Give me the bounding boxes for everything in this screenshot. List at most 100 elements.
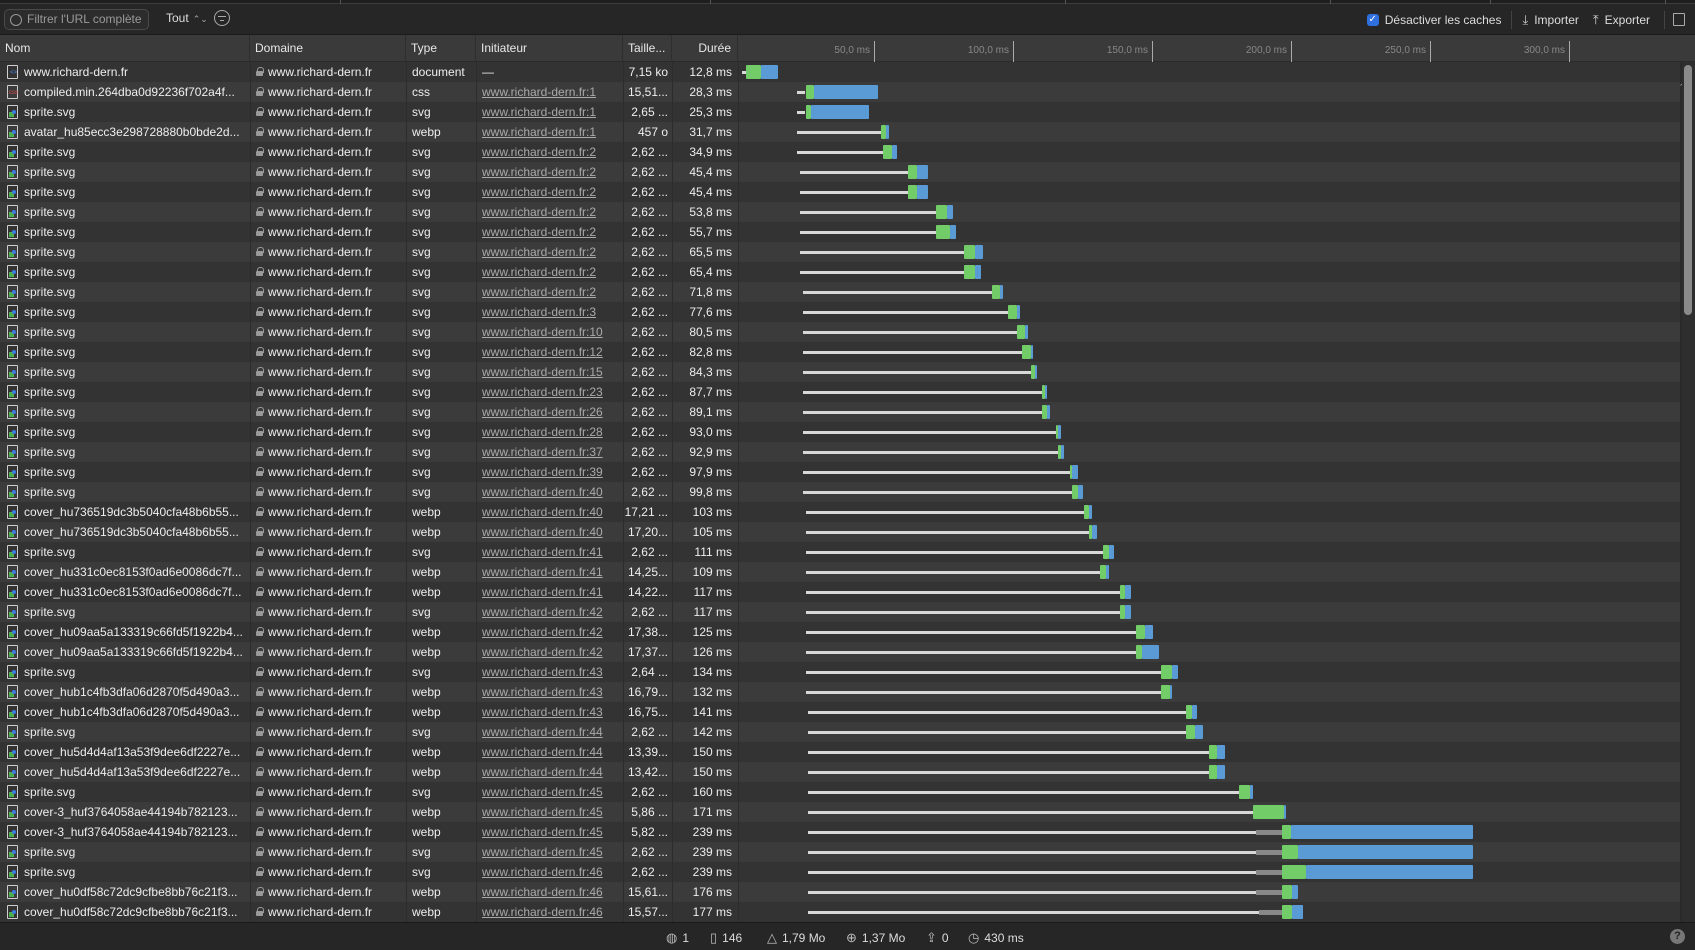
table-row[interactable]: sprite.svg www.richard-dern.fr svg www.rich…: [0, 442, 1680, 462]
request-initiator-link[interactable]: www.richard-dern.fr:2: [482, 185, 597, 199]
table-row[interactable]: sprite.svg www.richard-dern.fr svg www.rich…: [0, 302, 1680, 322]
request-initiator-link[interactable]: www.richard-dern.fr:15: [482, 365, 603, 379]
request-initiator-link[interactable]: www.richard-dern.fr:40: [482, 525, 603, 539]
request-initiator-link[interactable]: www.richard-dern.fr:2: [482, 245, 597, 259]
import-button[interactable]: ⤓ Importer: [1522, 12, 1578, 28]
table-row[interactable]: sprite.svg www.richard-dern.fr svg www.rich…: [0, 202, 1680, 222]
request-initiator-link[interactable]: www.richard-dern.fr:45: [482, 825, 603, 839]
request-initiator-link[interactable]: www.richard-dern.fr:2: [482, 205, 597, 219]
request-initiator-link[interactable]: www.richard-dern.fr:10: [482, 325, 603, 339]
table-row[interactable]: cover_hu331c0ec8153f0ad6e0086dc7f... www.…: [0, 582, 1680, 602]
table-row[interactable]: sprite.svg www.richard-dern.fr svg www.rich…: [0, 722, 1680, 742]
table-row[interactable]: cover_hu331c0ec8153f0ad6e0086dc7f... www.…: [0, 562, 1680, 582]
table-row[interactable]: cover_hu5d4d4af13a53f9dee6df2227e... www.…: [0, 742, 1680, 762]
request-initiator-link[interactable]: www.richard-dern.fr:41: [482, 545, 603, 559]
table-row[interactable]: cover_hu09aa5a133319c66fd5f1922b4... www.…: [0, 642, 1680, 662]
table-row[interactable]: sprite.svg www.richard-dern.fr svg www.rich…: [0, 222, 1680, 242]
request-initiator-link[interactable]: www.richard-dern.fr:26: [482, 405, 603, 419]
table-row[interactable]: cover-3_huf3764058ae44194b782123... www.r…: [0, 822, 1680, 842]
request-initiator-link[interactable]: www.richard-dern.fr:46: [482, 885, 603, 899]
request-initiator-link[interactable]: www.richard-dern.fr:2: [482, 285, 597, 299]
request-initiator-link[interactable]: www.richard-dern.fr:2: [482, 265, 597, 279]
scrollbar-thumb[interactable]: [1684, 65, 1692, 315]
request-initiator-link[interactable]: www.richard-dern.fr:1: [482, 85, 597, 99]
table-row[interactable]: sprite.svg www.richard-dern.fr svg www.rich…: [0, 602, 1680, 622]
clear-log-icon[interactable]: [1673, 13, 1685, 26]
request-initiator-link[interactable]: www.richard-dern.fr:46: [482, 905, 603, 919]
request-initiator-link[interactable]: www.richard-dern.fr:40: [482, 505, 603, 519]
table-row[interactable]: sprite.svg www.richard-dern.fr svg www.rich…: [0, 322, 1680, 342]
table-row[interactable]: cover_hu0df58c72dc9cfbe8bb76c21f3... www.…: [0, 882, 1680, 902]
table-row[interactable]: sprite.svg www.richard-dern.fr svg www.rich…: [0, 162, 1680, 182]
table-row[interactable]: sprite.svg www.richard-dern.fr svg www.rich…: [0, 362, 1680, 382]
help-button[interactable]: ?: [1670, 929, 1685, 944]
column-header-initiator[interactable]: Initiateur: [476, 35, 623, 62]
table-row[interactable]: cover_hub1c4fb3dfa06d2870f5d490a3... www.…: [0, 682, 1680, 702]
table-row[interactable]: sprite.svg www.richard-dern.fr svg www.rich…: [0, 262, 1680, 282]
request-initiator-link[interactable]: www.richard-dern.fr:44: [482, 745, 603, 759]
table-row[interactable]: sprite.svg www.richard-dern.fr svg www.rich…: [0, 402, 1680, 422]
request-initiator-link[interactable]: www.richard-dern.fr:43: [482, 685, 603, 699]
column-header-type[interactable]: Type: [406, 35, 476, 62]
table-row[interactable]: sprite.svg www.richard-dern.fr svg www.rich…: [0, 182, 1680, 202]
request-initiator-link[interactable]: www.richard-dern.fr:2: [482, 165, 597, 179]
table-row[interactable]: cover_hu0df58c72dc9cfbe8bb76c21f3... www.…: [0, 902, 1680, 922]
column-header-domain[interactable]: Domaine: [250, 35, 406, 62]
request-initiator-link[interactable]: www.richard-dern.fr:43: [482, 665, 603, 679]
request-initiator-link[interactable]: www.richard-dern.fr:44: [482, 725, 603, 739]
table-row[interactable]: sprite.svg www.richard-dern.fr svg www.rich…: [0, 462, 1680, 482]
table-row[interactable]: sprite.svg www.richard-dern.fr svg www.rich…: [0, 782, 1680, 802]
table-row[interactable]: sprite.svg www.richard-dern.fr svg www.rich…: [0, 382, 1680, 402]
request-initiator-link[interactable]: www.richard-dern.fr:37: [482, 445, 603, 459]
request-initiator-link[interactable]: www.richard-dern.fr:42: [482, 645, 603, 659]
request-initiator-link[interactable]: www.richard-dern.fr:3: [482, 305, 597, 319]
request-initiator-link[interactable]: www.richard-dern.fr:41: [482, 565, 603, 579]
table-row[interactable]: sprite.svg www.richard-dern.fr svg www.rich…: [0, 142, 1680, 162]
request-initiator-link[interactable]: www.richard-dern.fr:39: [482, 465, 603, 479]
scrollbar[interactable]: [1682, 62, 1695, 922]
table-row[interactable]: sprite.svg www.richard-dern.fr svg www.rich…: [0, 422, 1680, 442]
table-row[interactable]: sprite.svg www.richard-dern.fr svg www.rich…: [0, 662, 1680, 682]
request-initiator-link[interactable]: www.richard-dern.fr:42: [482, 605, 603, 619]
request-initiator-link[interactable]: www.richard-dern.fr:44: [482, 765, 603, 779]
table-row[interactable]: cover_hu736519dc3b5040cfa48b6b55... www.r…: [0, 502, 1680, 522]
export-button[interactable]: ⤒ Exporter: [1593, 12, 1650, 28]
table-row[interactable]: css compiled.min.264dba0d92236f702a4f... w…: [0, 82, 1680, 102]
table-row[interactable]: avatar_hu85ecc3e298728880b0bde2d... www.r…: [0, 122, 1680, 142]
column-header-name[interactable]: Nom: [0, 35, 250, 62]
table-row[interactable]: sprite.svg www.richard-dern.fr svg www.rich…: [0, 862, 1680, 882]
table-row[interactable]: cover_hub1c4fb3dfa06d2870f5d490a3... www.…: [0, 702, 1680, 722]
request-initiator-link[interactable]: www.richard-dern.fr:45: [482, 805, 603, 819]
table-row[interactable]: sprite.svg www.richard-dern.fr svg www.rich…: [0, 102, 1680, 122]
table-row[interactable]: sprite.svg www.richard-dern.fr svg www.rich…: [0, 342, 1680, 362]
table-row[interactable]: cover_hu09aa5a133319c66fd5f1922b4... www.…: [0, 622, 1680, 642]
url-filter-input[interactable]: Filtrer l'URL complète: [4, 9, 149, 30]
request-initiator-link[interactable]: www.richard-dern.fr:43: [482, 705, 603, 719]
request-initiator-link[interactable]: www.richard-dern.fr:1: [482, 105, 597, 119]
column-header-size[interactable]: Taille...: [623, 35, 672, 62]
table-row[interactable]: sprite.svg www.richard-dern.fr svg www.rich…: [0, 482, 1680, 502]
request-initiator-link[interactable]: www.richard-dern.fr:12: [482, 345, 603, 359]
filter-options-button[interactable]: [214, 10, 230, 26]
request-initiator-link[interactable]: www.richard-dern.fr:46: [482, 865, 603, 879]
request-initiator-link[interactable]: www.richard-dern.fr:45: [482, 845, 603, 859]
request-initiator-link[interactable]: www.richard-dern.fr:42: [482, 625, 603, 639]
table-row[interactable]: sprite.svg www.richard-dern.fr svg www.rich…: [0, 842, 1680, 862]
table-row[interactable]: cover_hu736519dc3b5040cfa48b6b55... www.r…: [0, 522, 1680, 542]
request-initiator-link[interactable]: www.richard-dern.fr:45: [482, 785, 603, 799]
request-initiator-link[interactable]: www.richard-dern.fr:1: [482, 125, 597, 139]
table-row[interactable]: cover_hu5d4d4af13a53f9dee6df2227e... www.…: [0, 762, 1680, 782]
table-row[interactable]: cover-3_huf3764058ae44194b782123... www.r…: [0, 802, 1680, 822]
table-row[interactable]: sprite.svg www.richard-dern.fr svg www.rich…: [0, 542, 1680, 562]
column-header-duration[interactable]: Durée: [672, 35, 738, 62]
disable-cache-checkbox[interactable]: ✓: [1366, 13, 1379, 26]
request-initiator-link[interactable]: www.richard-dern.fr:23: [482, 385, 603, 399]
request-initiator-link[interactable]: www.richard-dern.fr:40: [482, 485, 603, 499]
table-row[interactable]: <> www.richard-dern.fr www.richard-dern.fr…: [0, 62, 1680, 82]
request-initiator-link[interactable]: www.richard-dern.fr:41: [482, 585, 603, 599]
request-initiator-link[interactable]: www.richard-dern.fr:2: [482, 225, 597, 239]
request-initiator-link[interactable]: www.richard-dern.fr:2: [482, 145, 597, 159]
request-initiator-link[interactable]: www.richard-dern.fr:28: [482, 425, 603, 439]
resource-type-select[interactable]: Tout ⌃⌄: [166, 11, 208, 25]
table-row[interactable]: sprite.svg www.richard-dern.fr svg www.rich…: [0, 242, 1680, 262]
